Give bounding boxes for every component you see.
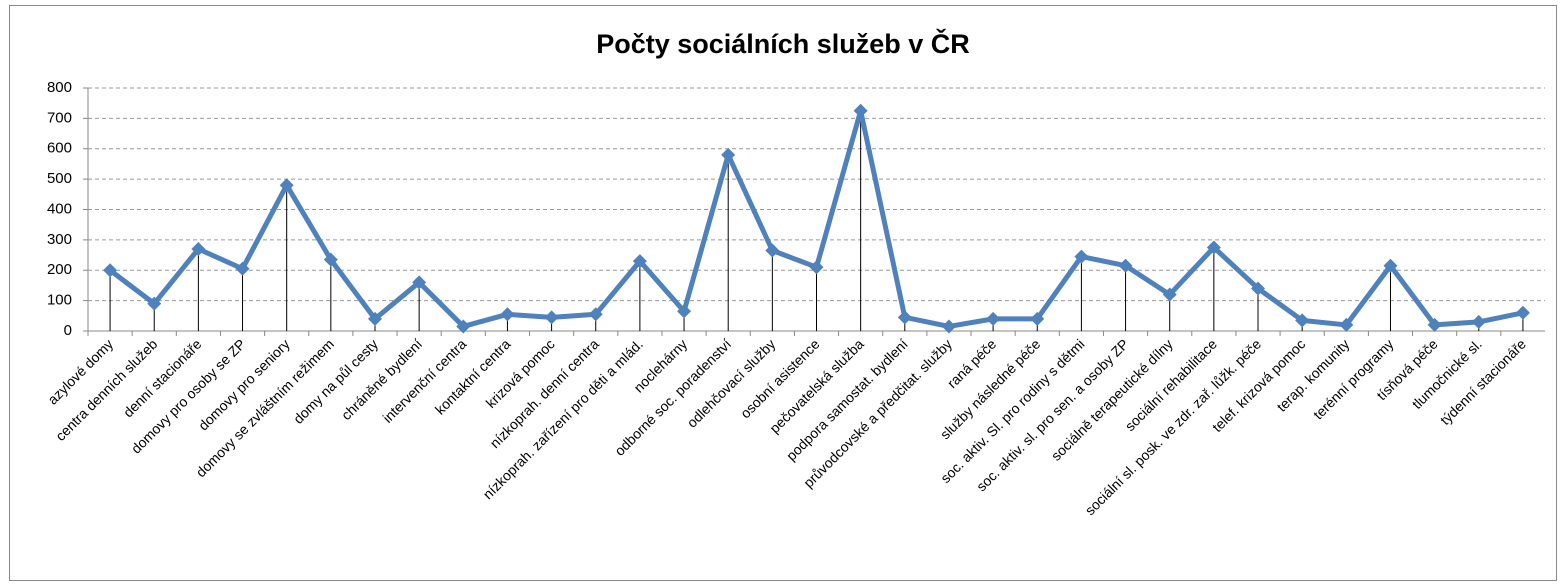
y-tick-label: 700 — [47, 109, 72, 126]
marker — [1339, 317, 1354, 332]
marker — [677, 304, 692, 319]
marker — [986, 311, 1001, 326]
marker — [367, 311, 382, 326]
y-tick-label: 600 — [47, 140, 72, 157]
marker — [1471, 314, 1486, 329]
marker — [1295, 313, 1310, 328]
marker — [941, 319, 956, 334]
marker — [897, 310, 912, 325]
y-tick-label: 500 — [47, 170, 72, 187]
chart-title: Počty sociálních služeb v ČR — [596, 28, 970, 59]
marker — [147, 296, 162, 311]
marker — [279, 178, 294, 193]
marker — [632, 254, 647, 269]
marker — [500, 307, 515, 322]
marker — [1515, 305, 1530, 320]
marker — [412, 275, 427, 290]
marker — [1427, 317, 1442, 332]
marker — [544, 310, 559, 325]
marker — [1030, 311, 1045, 326]
marker — [235, 261, 250, 276]
marker — [1383, 258, 1398, 273]
chart-frame — [9, 5, 1557, 581]
y-tick-label: 100 — [47, 292, 72, 309]
y-tick-label: 400 — [47, 200, 72, 217]
y-tick-label: 200 — [47, 261, 72, 278]
marker — [1206, 240, 1221, 255]
y-tick-label: 0 — [64, 322, 72, 339]
marker — [853, 103, 868, 118]
marker — [191, 241, 206, 256]
y-tick-label: 300 — [47, 231, 72, 248]
y-tick-label: 800 — [47, 79, 72, 96]
marker — [323, 252, 338, 267]
marker — [1251, 281, 1266, 296]
marker — [588, 307, 603, 322]
marker — [456, 319, 471, 334]
marker — [103, 263, 118, 278]
marker — [765, 243, 780, 258]
marker — [721, 147, 736, 162]
marker — [1118, 258, 1133, 273]
marker — [1074, 249, 1089, 264]
marker — [809, 260, 824, 275]
marker — [1162, 287, 1177, 302]
